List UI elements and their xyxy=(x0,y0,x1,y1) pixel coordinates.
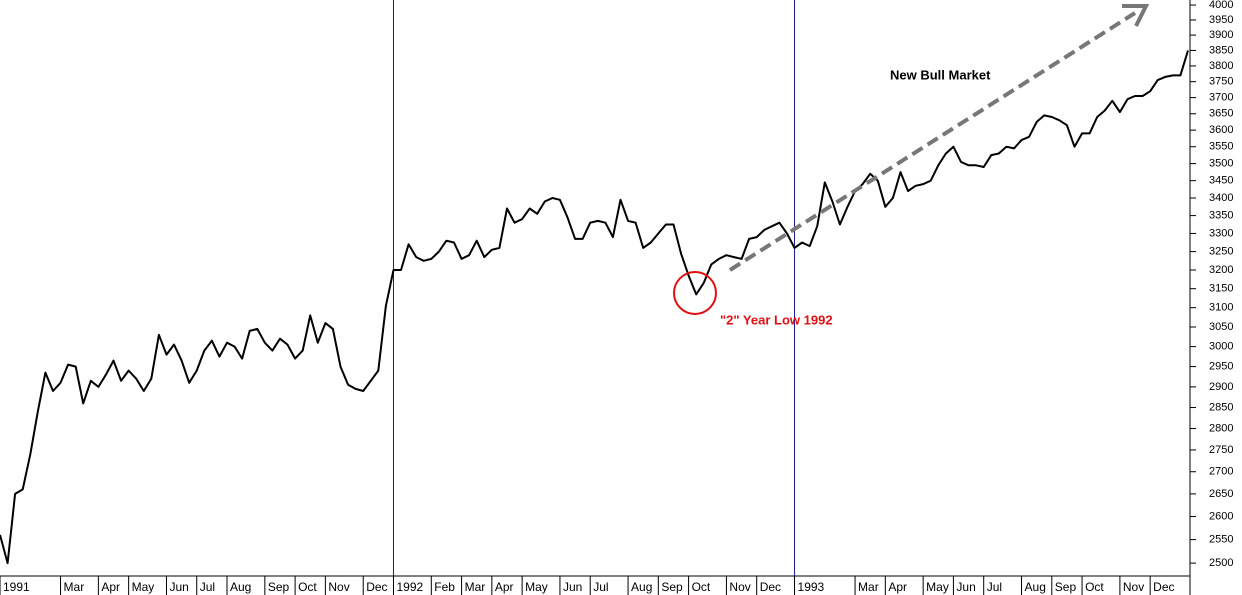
y-tick-label: 3000 xyxy=(1209,341,1233,353)
y-tick-label: 3050 xyxy=(1209,321,1233,333)
y-tick-label: 2750 xyxy=(1209,444,1233,456)
y-tick-label: 3950 xyxy=(1209,14,1233,26)
x-tick-label: Dec xyxy=(760,580,781,594)
x-tick-label: Jul xyxy=(593,580,608,594)
y-tick-label: 3550 xyxy=(1209,141,1233,153)
y-tick-label: 3850 xyxy=(1209,44,1233,56)
y-tick-label: 2950 xyxy=(1209,360,1233,372)
x-tick-label: Mar xyxy=(64,580,85,594)
y-tick-label: 3400 xyxy=(1209,192,1233,204)
y-tick-label: 3500 xyxy=(1209,157,1233,169)
y-tick-label: 3350 xyxy=(1209,210,1233,222)
x-tick-label: May xyxy=(926,580,949,594)
x-tick-label: Jul xyxy=(987,580,1002,594)
price-line xyxy=(0,50,1189,565)
y-tick-label: 3100 xyxy=(1209,302,1233,314)
x-tick-label: Feb xyxy=(434,580,455,594)
x-tick-label: Oct xyxy=(692,580,711,594)
x-tick-label: Nov xyxy=(1123,580,1144,594)
plot xyxy=(0,0,1189,576)
x-tick-label: Oct xyxy=(1085,580,1104,594)
x-tick-label: Mar xyxy=(858,580,879,594)
x-tick-label: May xyxy=(132,580,155,594)
x-tick-label: Jun xyxy=(563,580,582,594)
x-tick-label: Jul xyxy=(200,580,215,594)
x-tick-label: 1993 xyxy=(798,580,825,594)
y-tick-label: 4000 xyxy=(1209,0,1233,11)
x-tick-label: Dec xyxy=(366,580,387,594)
x-tick-label: Aug xyxy=(230,580,251,594)
y-tick-label: 2600 xyxy=(1209,510,1233,522)
y-tick-label: 2700 xyxy=(1209,466,1233,478)
y-tick-label: 2850 xyxy=(1209,401,1233,413)
y-tick-label: 3200 xyxy=(1209,264,1233,276)
x-tick-label: Apr xyxy=(888,580,907,594)
y-tick-label: 3150 xyxy=(1209,283,1233,295)
x-tick-label: Jun xyxy=(956,580,975,594)
x-tick-label: Oct xyxy=(298,580,317,594)
y-tick-label: 2900 xyxy=(1209,381,1233,393)
annotation: "2" Year Low 1992 xyxy=(720,312,833,327)
y-tick-label: 3750 xyxy=(1209,76,1233,88)
x-tick-label: 1992 xyxy=(396,580,423,594)
arrow-head xyxy=(1122,4,1150,27)
x-tick-label: Dec xyxy=(1153,580,1174,594)
y-tick-label: 3650 xyxy=(1209,108,1233,120)
x-tick-label: Apr xyxy=(101,580,120,594)
y-tick-label: 3700 xyxy=(1209,92,1233,104)
x-tick-label: Aug xyxy=(631,580,652,594)
trend-arrow xyxy=(728,11,1137,272)
y-tick-label: 3450 xyxy=(1209,175,1233,187)
x-tick-label: Sep xyxy=(1055,580,1077,594)
x-tick-label: Apr xyxy=(495,580,514,594)
y-tick-label: 3300 xyxy=(1209,227,1233,239)
x-tick-label: Mar xyxy=(465,580,486,594)
y-tick-label: 3600 xyxy=(1209,124,1233,136)
y-tick-label: 3900 xyxy=(1209,29,1233,41)
y-tick-label: 2650 xyxy=(1209,488,1233,500)
y-tick-label: 2550 xyxy=(1209,533,1233,545)
y-tick-label: 2500 xyxy=(1209,557,1233,569)
x-tick-label: 1991 xyxy=(3,580,30,594)
x-tick-label: Jun xyxy=(169,580,188,594)
x-tick-label: Sep xyxy=(661,580,683,594)
x-tick-label: Sep xyxy=(268,580,290,594)
annotation: New Bull Market xyxy=(890,67,991,82)
y-tick-label: 3800 xyxy=(1209,60,1233,72)
x-tick-label: Nov xyxy=(729,580,750,594)
x-tick-label: May xyxy=(525,580,548,594)
y-tick-label: 3250 xyxy=(1209,245,1233,257)
low-circle xyxy=(673,271,717,315)
y-tick-label: 2800 xyxy=(1209,422,1233,434)
x-tick-label: Nov xyxy=(328,580,349,594)
x-tick-label: Aug xyxy=(1025,580,1046,594)
